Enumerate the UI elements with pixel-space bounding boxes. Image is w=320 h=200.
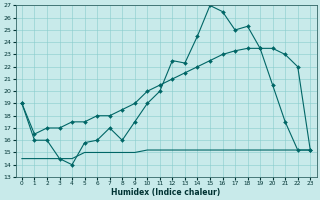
X-axis label: Humidex (Indice chaleur): Humidex (Indice chaleur)	[111, 188, 221, 197]
